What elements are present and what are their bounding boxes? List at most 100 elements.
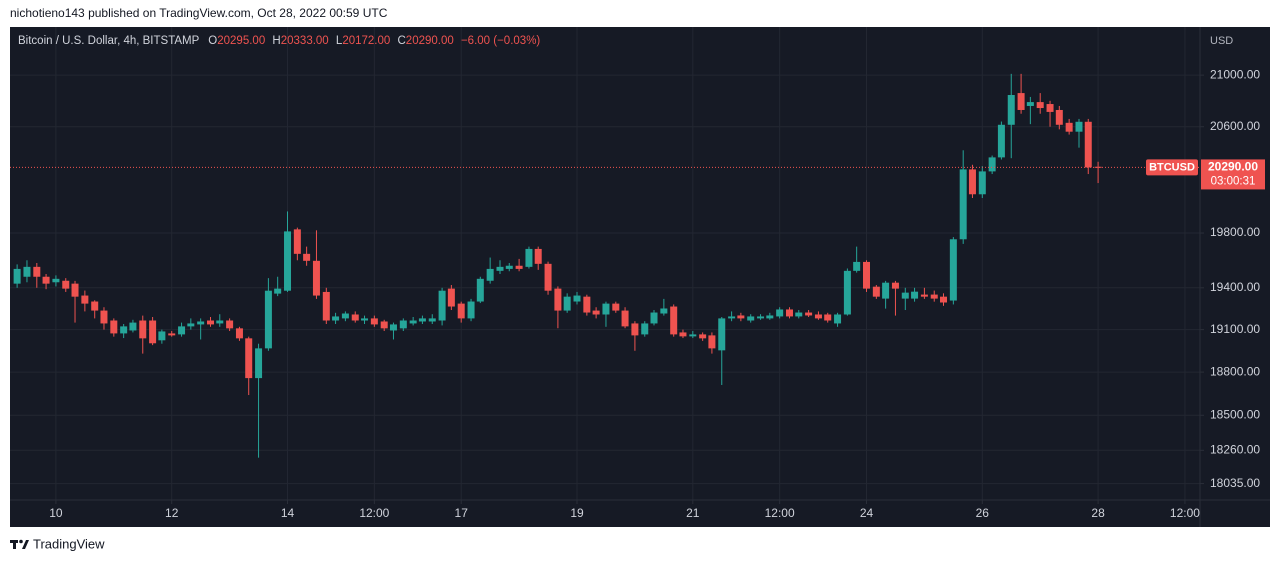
candle-body — [544, 263, 552, 291]
x-tick-label: 17 — [455, 506, 469, 520]
candle-body — [1094, 166, 1102, 168]
candle-body — [370, 318, 378, 325]
legend-value: 20172.00 — [342, 35, 390, 47]
candle-body — [361, 318, 369, 321]
candle-body — [1017, 93, 1025, 110]
x-tick-label: 12:00 — [765, 506, 795, 520]
y-axis-unit: USD — [1210, 35, 1233, 47]
candle-body — [853, 261, 861, 271]
candle-body — [332, 316, 340, 321]
candle-body — [679, 332, 687, 337]
candle-body — [149, 320, 157, 344]
candle-body — [467, 301, 475, 319]
candle-body — [785, 309, 793, 317]
chart-legend: Bitcoin / U.S. Dollar, 4h, BITSTAMP O202… — [18, 35, 540, 47]
candles — [13, 73, 1102, 458]
candle-body — [438, 290, 446, 321]
candle-body — [959, 169, 967, 240]
candle-body — [264, 290, 272, 349]
candle-body — [988, 157, 996, 172]
candle-body — [351, 314, 359, 321]
candle-body — [805, 312, 813, 316]
y-tick-label: 21000.00 — [1210, 67, 1260, 81]
candle-body — [312, 260, 320, 296]
candle-body — [129, 322, 137, 331]
candle-body — [515, 265, 523, 269]
candle-body — [1036, 102, 1044, 109]
x-tick-label: 24 — [860, 506, 874, 520]
legend-change: −6.00 (−0.03%) — [461, 35, 540, 47]
footer-logo — [10, 539, 29, 549]
y-tick-label: 18800.00 — [1210, 364, 1260, 378]
candle-body — [158, 331, 166, 341]
candle-body — [660, 308, 668, 314]
candle-body — [139, 320, 147, 339]
candle-body — [718, 318, 726, 351]
y-tick-label: 19800.00 — [1210, 225, 1260, 239]
candle-body — [274, 288, 282, 294]
legend-value: 20333.00 — [281, 35, 329, 47]
candle-body — [380, 321, 388, 329]
legend-value: 20295.00 — [217, 35, 265, 47]
candle-body — [505, 265, 513, 269]
candle-body — [747, 316, 755, 321]
candle-body — [757, 316, 765, 319]
candle-body — [978, 171, 986, 195]
candle-body — [100, 310, 108, 324]
x-tick-label: 12:00 — [359, 506, 389, 520]
legend-key: O — [208, 35, 217, 47]
candle-body — [583, 296, 591, 313]
x-tick-label: 12:00 — [1170, 506, 1200, 520]
candle-body — [389, 324, 397, 331]
candle-body — [418, 318, 426, 322]
candle-body — [834, 314, 842, 324]
candle-body — [534, 248, 542, 264]
candle-body — [863, 261, 871, 289]
candle-body — [187, 323, 195, 327]
candle-body — [814, 314, 822, 319]
candle-body — [1084, 121, 1092, 168]
y-tick-label: 18500.00 — [1210, 407, 1260, 421]
candle-body — [197, 321, 205, 325]
logo-part — [13, 540, 16, 549]
x-tick-label: 10 — [49, 506, 63, 520]
candle-body — [457, 303, 465, 319]
candle-body — [949, 239, 957, 301]
candle-body — [708, 335, 716, 349]
axes: 18035.00 18260.00 18500.00 18800.00 19100.00… — [49, 67, 1260, 520]
candle-body — [525, 248, 533, 267]
candle-body — [62, 280, 70, 289]
candle-body — [120, 326, 128, 334]
candle-body — [447, 288, 455, 307]
candle-body — [592, 310, 600, 315]
candle-body — [409, 320, 417, 324]
candle-body — [322, 291, 330, 321]
footer-brand[interactable]: TradingView — [33, 536, 105, 551]
candle-body — [631, 323, 639, 336]
candle-body — [872, 286, 880, 297]
y-tick-label: 19400.00 — [1210, 280, 1260, 294]
candle-body — [1055, 109, 1063, 125]
candle-body — [178, 326, 186, 335]
candle-body — [1065, 122, 1073, 132]
candle-body — [1075, 121, 1083, 132]
logo-part — [19, 539, 23, 544]
grid — [10, 27, 1200, 500]
candle-body — [795, 312, 803, 317]
candle-body — [293, 229, 301, 254]
price-badge — [1201, 159, 1265, 190]
candle-body — [641, 323, 649, 335]
candle-body — [207, 320, 215, 325]
candle-body — [911, 291, 919, 299]
y-tick-label: 18260.00 — [1210, 442, 1260, 456]
candle-body — [216, 320, 224, 324]
candle-body — [284, 231, 292, 291]
legend-key: L — [336, 35, 343, 47]
candle-body — [901, 292, 909, 299]
x-tick-label: 12 — [165, 506, 179, 520]
candle-body — [882, 282, 890, 299]
x-tick-label: 28 — [1091, 506, 1105, 520]
candle-body — [476, 278, 484, 302]
candle-body — [33, 266, 41, 277]
